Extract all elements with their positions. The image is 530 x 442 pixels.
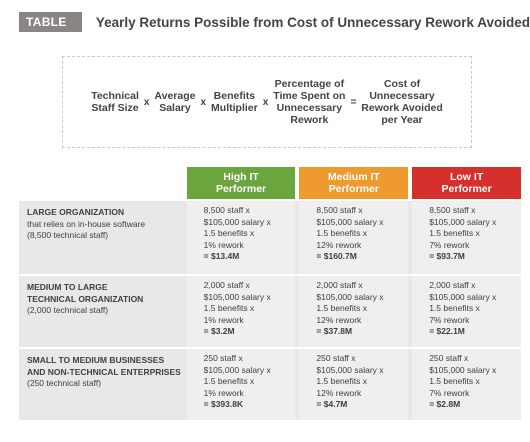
column-header-high-performer: High IT Performer <box>186 167 296 199</box>
row-label: LARGE ORGANIZATION that relies on in-hou… <box>27 207 146 240</box>
formula-term-rework-percentage: Percentage of Time Spent on Unnecessary … <box>273 78 346 126</box>
table-row-small-to-medium: SMALL TO MEDIUM BUSINESSES AND NON-TECHN… <box>19 349 521 420</box>
formula-term-benefits: Benefits Multiplier <box>211 90 258 114</box>
returns-table: High IT Performer Medium IT Performer Low … <box>19 167 522 420</box>
table-cell-medium: 250 staff x $105,000 salary x 1.5 benefi… <box>299 349 409 420</box>
column-header-medium-performer: Medium IT Performer <box>299 167 409 199</box>
table-cell-high: 250 staff x $105,000 salary x 1.5 benefi… <box>186 349 296 420</box>
table-cell-low: 250 staff x $105,000 salary x 1.5 benefi… <box>412 349 521 420</box>
table-cell-medium: 8,500 staff x $105,000 salary x 1.5 bene… <box>299 201 409 274</box>
formula-term-staff-size: Technical Staff Size <box>91 90 139 114</box>
table-cell-high: 8,500 staff x $105,000 salary x 1.5 bene… <box>186 201 296 274</box>
row-label: MEDIUM TO LARGE TECHNICAL ORGANIZATION (… <box>27 282 144 315</box>
formula-box: Technical Staff Size x Average Salary x … <box>62 56 472 148</box>
table-cell-low: 8,500 staff x $105,000 salary x 1.5 bene… <box>412 201 521 274</box>
table-title: Yearly Returns Possible from Cost of Unn… <box>95 14 530 30</box>
formula-operator-multiply: x <box>262 96 269 108</box>
formula-operator-multiply: x <box>200 96 207 108</box>
formula-operator-equals: = <box>350 96 357 108</box>
formula-term-cost-avoided: Cost of Unnecessary Rework Avoided per Y… <box>361 78 443 126</box>
formula-term-salary: Average Salary <box>154 90 196 114</box>
table-cell-high: 2,000 staff x $105,000 salary x 1.5 bene… <box>186 276 296 347</box>
column-header-low-performer: Low IT Performer <box>412 167 522 199</box>
column-header-row: High IT Performer Medium IT Performer Low … <box>19 167 522 199</box>
formula-operator-multiply: x <box>143 96 150 108</box>
table-header: TABLE 2 Yearly Returns Possible from Cos… <box>19 12 530 49</box>
table-cell-medium: 2,000 staff x $105,000 salary x 1.5 bene… <box>299 276 409 347</box>
table-cell-low: 2,000 staff x $105,000 salary x 1.5 bene… <box>412 276 521 347</box>
row-label: SMALL TO MEDIUM BUSINESSES AND NON-TECHN… <box>27 355 181 388</box>
table-row-large-organization: LARGE ORGANIZATION that relies on in-hou… <box>19 201 521 274</box>
table-row-medium-to-large: MEDIUM TO LARGE TECHNICAL ORGANIZATION (… <box>19 276 521 347</box>
table-number-badge: TABLE 2 <box>19 12 82 49</box>
